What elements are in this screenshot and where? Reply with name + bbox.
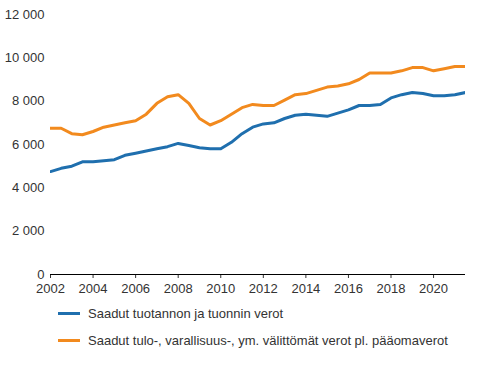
svg-text:2006: 2006 [121,281,150,296]
svg-text:2020: 2020 [419,281,448,296]
svg-text:2016: 2016 [334,281,363,296]
svg-text:10 000: 10 000 [5,50,45,65]
html-text:Saadut tuotannon ja tuonnin ve: Saadut tuotannon ja tuonnin verot [88,306,284,321]
svg-text:2004: 2004 [79,281,108,296]
svg-text:4 000: 4 000 [12,180,45,195]
svg-text:8 000: 8 000 [12,93,45,108]
svg-text:2012: 2012 [249,281,278,296]
html-text:Saadut tulo-, varallisuus-, ym: Saadut tulo-, varallisuus-, ym. välittöm… [88,333,448,348]
svg-text:0: 0 [37,267,44,282]
svg-text:2 000: 2 000 [12,223,45,238]
svg-text:2014: 2014 [291,281,320,296]
svg-text:2010: 2010 [206,281,235,296]
svg-text:12 000: 12 000 [5,7,45,22]
svg-text:6 000: 6 000 [12,137,45,152]
svg-text:2018: 2018 [377,281,406,296]
svg-text:2008: 2008 [164,281,193,296]
svg-text:2002: 2002 [36,281,65,296]
